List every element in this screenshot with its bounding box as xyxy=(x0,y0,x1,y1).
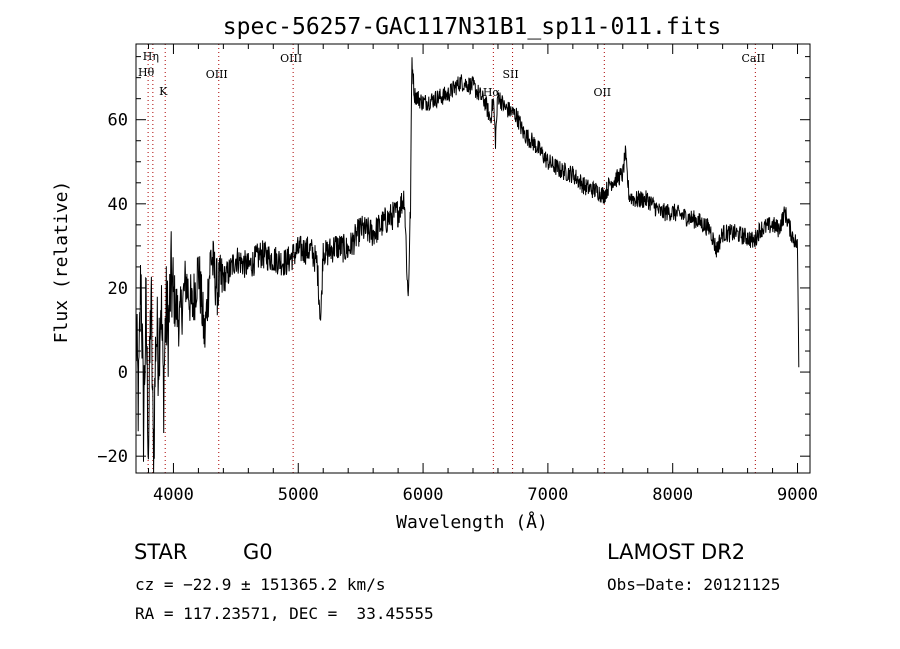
x-tick-label: 7000 xyxy=(527,485,568,505)
line-marker-label: CaII xyxy=(741,52,765,65)
chart-title: spec-56257-GAC117N31B1_sp11-011.fits xyxy=(223,14,722,40)
axis-ticks: 4000 5000 6000 7000 8000 9000 −20 0 20 40 60 xyxy=(97,44,818,505)
object-subclass: G0 xyxy=(243,540,273,564)
y-tick-label: 0 xyxy=(118,363,128,383)
y-tick-label: 40 xyxy=(108,195,128,215)
y-tick-label: −20 xyxy=(97,447,128,467)
observation-date: Obs−Date: 20121125 xyxy=(607,575,781,594)
y-tick-label: 60 xyxy=(108,111,128,131)
line-marker-label: Hα xyxy=(483,86,501,99)
line-marker-label: OIII xyxy=(206,68,228,81)
x-tick-label: 8000 xyxy=(652,485,693,505)
y-tick-label: 20 xyxy=(108,279,128,299)
line-marker-label: SII xyxy=(502,68,518,81)
x-tick-label: 9000 xyxy=(777,485,818,505)
x-tick-label: 5000 xyxy=(278,485,319,505)
spectrum-series xyxy=(135,57,800,474)
y-axis-label: Flux (relative) xyxy=(51,181,72,344)
line-marker-label: K xyxy=(159,85,168,98)
line-marker-label: Hθ xyxy=(138,66,155,79)
line-marker-label: Hη xyxy=(143,50,159,63)
x-axis-label: Wavelength (Å) xyxy=(396,511,548,533)
x-tick-label: 6000 xyxy=(403,485,444,505)
line-marker-label: OIII xyxy=(280,52,302,65)
object-class: STAR xyxy=(134,540,188,564)
spectrum-line xyxy=(135,57,800,474)
redshift-velocity: cz = −22.9 ± 151365.2 km/s xyxy=(135,575,386,594)
x-tick-label: 4000 xyxy=(153,485,194,505)
line-marker-label: OII xyxy=(593,86,611,99)
survey-name: LAMOST DR2 xyxy=(607,540,746,564)
sky-coordinates: RA = 117.23571, DEC = 33.45555 xyxy=(135,604,434,623)
